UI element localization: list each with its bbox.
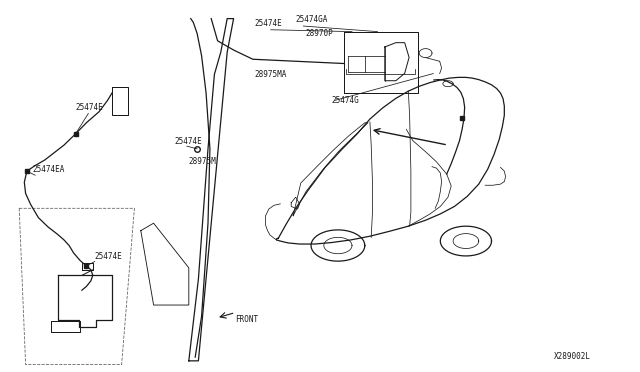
Text: 28975M: 28975M (189, 157, 216, 166)
Text: 25474E: 25474E (95, 251, 122, 260)
Text: 25474E: 25474E (174, 137, 202, 146)
Text: 25474GA: 25474GA (296, 15, 328, 24)
Text: X289002L: X289002L (554, 352, 591, 361)
Text: 28975MA: 28975MA (255, 70, 287, 79)
Text: 25474E: 25474E (255, 19, 282, 28)
Text: FRONT: FRONT (236, 315, 259, 324)
Text: 25474E: 25474E (76, 103, 103, 112)
Text: 28970P: 28970P (306, 29, 333, 38)
Text: 25474EA: 25474EA (32, 165, 65, 174)
Text: 25474G: 25474G (332, 96, 359, 105)
